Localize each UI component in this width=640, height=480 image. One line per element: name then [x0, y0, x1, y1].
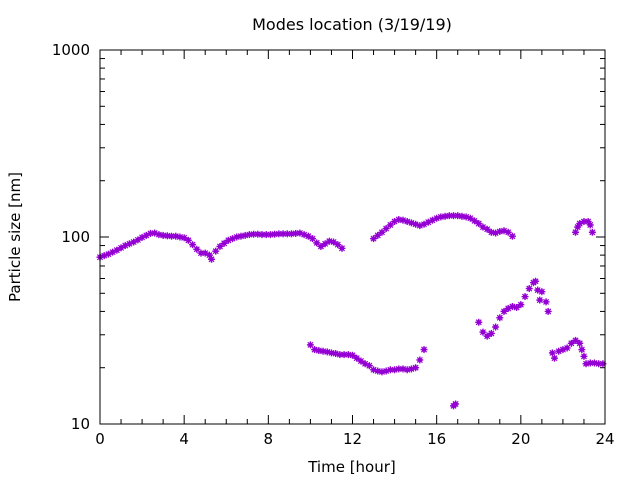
data-point: [563, 344, 571, 352]
data-point: [588, 228, 596, 236]
data-point: [374, 231, 382, 239]
data-point: [452, 400, 460, 408]
x-tick-label: 24: [595, 430, 614, 448]
data-point: [517, 301, 525, 309]
data-point: [567, 339, 575, 347]
data-point: [525, 285, 533, 293]
x-tick-label: 4: [179, 430, 189, 448]
data-point: [578, 346, 586, 354]
data-point: [508, 232, 516, 240]
data-point: [513, 303, 521, 311]
data-point: [184, 236, 192, 244]
y-axis-label: Particle size [nm]: [6, 172, 24, 302]
points-layer: [96, 212, 607, 410]
data-point: [321, 240, 329, 248]
data-point: [538, 288, 546, 296]
data-point: [551, 354, 558, 362]
data-point: [420, 346, 428, 354]
data-point: [487, 329, 495, 337]
x-tick-label: 20: [511, 430, 530, 448]
data-point: [334, 241, 342, 249]
y-tick-label: 1000: [52, 41, 90, 59]
data-point: [357, 357, 365, 365]
x-tick-label: 16: [427, 430, 446, 448]
y-tick-label: 10: [71, 415, 90, 433]
data-point: [576, 339, 584, 347]
data-point: [521, 293, 529, 301]
data-point: [416, 356, 424, 364]
data-point: [309, 235, 317, 243]
data-point: [572, 228, 580, 236]
data-point: [180, 234, 188, 242]
data-point: [338, 244, 346, 252]
data-point: [500, 307, 508, 315]
data-point: [216, 242, 224, 250]
data-point: [580, 352, 588, 360]
x-axis-label: Time [hour]: [307, 458, 396, 476]
data-point: [189, 241, 197, 249]
data-point: [220, 239, 228, 247]
data-point: [330, 238, 338, 246]
data-point: [532, 277, 540, 285]
data-point: [492, 323, 500, 331]
data-point: [332, 350, 340, 358]
data-point: [496, 314, 504, 322]
data-point: [159, 231, 167, 239]
data-point: [454, 212, 462, 220]
data-point: [466, 214, 474, 222]
x-tick-label: 12: [343, 430, 362, 448]
data-point: [370, 235, 378, 243]
data-point: [412, 364, 420, 372]
x-tick-label: 8: [264, 430, 274, 448]
y-tick-label: 100: [61, 228, 90, 246]
data-point: [475, 318, 483, 326]
data-point: [586, 221, 594, 229]
data-point: [306, 341, 314, 349]
data-point: [212, 247, 220, 255]
x-tick-label: 0: [95, 430, 105, 448]
data-point: [353, 354, 361, 362]
data-point: [536, 296, 544, 304]
data-point: [304, 232, 312, 240]
data-point: [205, 251, 213, 259]
data-point: [349, 351, 356, 359]
plot-frame: [99, 49, 606, 425]
chart-title: Modes location (3/19/19): [252, 15, 452, 34]
data-point: [572, 336, 580, 344]
data-point: [287, 230, 295, 238]
data-point: [576, 220, 584, 228]
data-point: [382, 225, 390, 233]
data-point: [544, 307, 552, 315]
data-point: [208, 255, 216, 263]
data-point: [492, 229, 500, 237]
data-point: [584, 218, 592, 226]
ticks-layer: 0 4 8 12 16 20 24 10 100 1000: [52, 41, 615, 448]
data-point: [471, 217, 479, 225]
data-point: [483, 225, 491, 233]
data-point: [542, 298, 550, 306]
